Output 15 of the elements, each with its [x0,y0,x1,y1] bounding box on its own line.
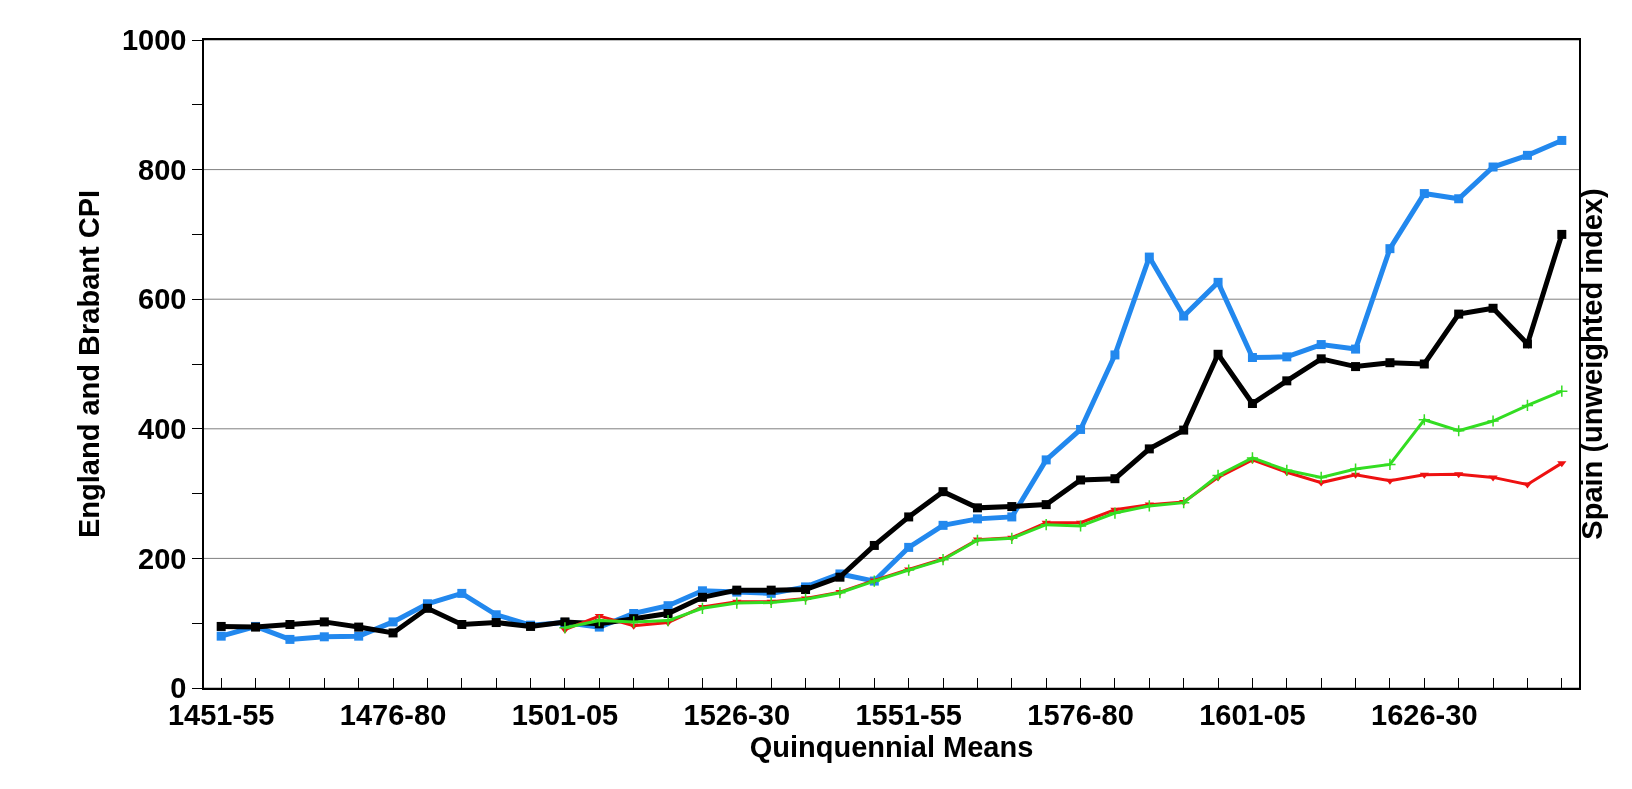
y-tick-label: 800 [138,153,187,186]
y-tick-label: 1000 [121,24,187,57]
x-tick-label: 1501-05 [511,698,619,731]
y-tick-label: 600 [138,283,187,316]
y-axis-title: England and Brabant CPI [72,189,105,539]
x-tick-label: 1626-30 [1371,698,1478,731]
y2-axis-title: Spain (unweighted index) [1575,188,1608,540]
x-tick-label: 1601-05 [1199,698,1306,731]
y-tick-label: 200 [138,542,187,575]
x-axis-title: Quinquennial Means [749,730,1034,763]
y-tick-label: 400 [138,412,187,445]
x-tick-label: 1576-80 [1027,698,1134,731]
x-tick-label: 1476-80 [339,698,447,731]
x-tick-label: 1526-30 [683,698,791,731]
x-tick-label: 1551-55 [855,698,962,731]
